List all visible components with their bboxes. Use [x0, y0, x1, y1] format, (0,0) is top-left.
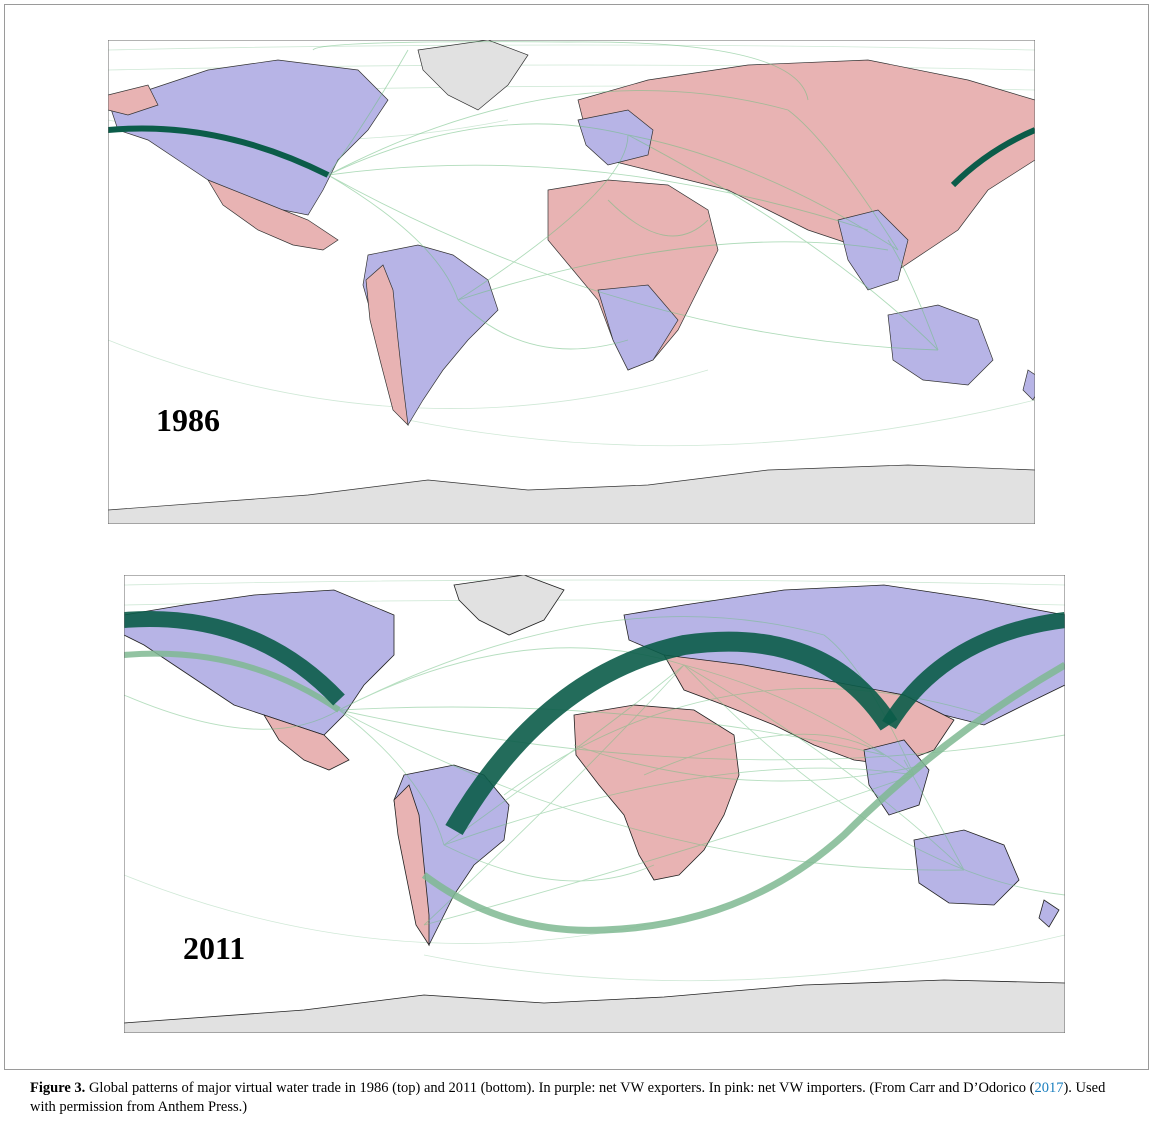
citation-link[interactable]: 2017 — [1034, 1080, 1064, 1096]
south-america-west-2011 — [393, 784, 430, 947]
new-zealand-1986 — [1022, 369, 1035, 401]
figure-frame — [4, 4, 1149, 1070]
year-label-2011: 2011 — [183, 930, 246, 966]
major-flow-usa-asia-1986 — [108, 125, 330, 178]
north-america-1986 — [108, 59, 389, 216]
south-america-west-1986 — [365, 264, 409, 426]
map-panel-2011: 2011 — [124, 575, 1065, 1033]
africa-south-1986 — [597, 284, 679, 371]
greenland-1986 — [417, 40, 529, 111]
major-flow-light-west-2011 — [124, 650, 341, 713]
map-1986-svg — [108, 40, 1035, 524]
major-flow-usa-china-2011-west — [124, 611, 345, 706]
mexico-2011 — [263, 714, 350, 771]
minor-trade-flows-1986 — [312, 41, 939, 351]
australia-2011 — [913, 829, 1020, 906]
antarctica-1986 — [108, 464, 1035, 524]
greenland-2011 — [453, 575, 565, 636]
caption-text-before: Global patterns of major virtual water t… — [85, 1080, 1035, 1096]
major-flow-brazil-china-2011 — [445, 631, 898, 836]
year-label-1986: 1986 — [156, 402, 220, 438]
major-flow-usa-china-2011-east — [882, 612, 1065, 730]
map-2011-svg — [124, 575, 1065, 1033]
antarctica-2011 — [124, 979, 1065, 1033]
alaska-1986 — [108, 84, 159, 116]
figure-label: Figure 3. — [30, 1080, 86, 1096]
major-flow-light-2011 — [421, 661, 1065, 934]
australia-1986 — [887, 304, 994, 386]
new-zealand-2011 — [1038, 899, 1060, 928]
figure-caption: Figure 3. Global patterns of major virtu… — [30, 1079, 1130, 1117]
mexico-1986 — [207, 179, 339, 251]
map-panel-1986: 1986 — [108, 40, 1035, 524]
major-flow-usa-asia-east-1986 — [950, 127, 1035, 188]
caption-text-after: ). Used with permission from Anthem Pres… — [30, 1080, 1106, 1115]
europe-1986 — [577, 109, 654, 166]
southeast-asia-1986 — [837, 209, 909, 291]
minor-trade-flows-2011 — [124, 616, 1065, 926]
africa-2011 — [573, 704, 740, 881]
